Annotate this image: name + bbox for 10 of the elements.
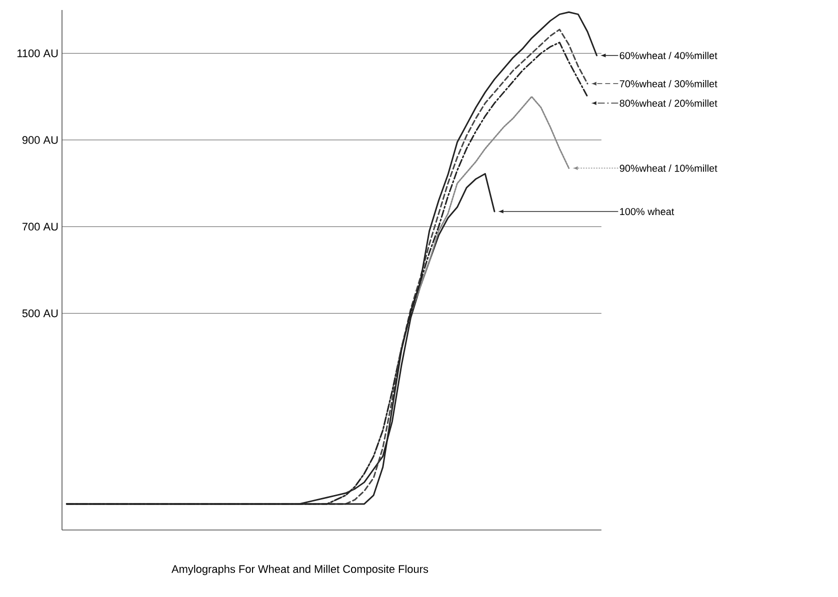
y-tick-label: 700 AU xyxy=(22,222,58,231)
text: 100% wheat xyxy=(620,208,674,216)
legend-label: 90%wheat / 10%millet xyxy=(620,164,718,172)
y-tick-label: 900 AU xyxy=(22,136,58,144)
legend-label: 70%wheat / 30%millet xyxy=(620,80,718,88)
text: Amylographs For Wheat and Millet Composite Flours xyxy=(172,564,428,576)
legend-label: 60%wheat / 40%millet xyxy=(620,52,718,60)
y-tick-label: 500 AU xyxy=(22,309,58,318)
y-tick-label: 1100 AU xyxy=(17,49,58,58)
legend-label: 80%wheat / 20%millet xyxy=(620,99,718,107)
